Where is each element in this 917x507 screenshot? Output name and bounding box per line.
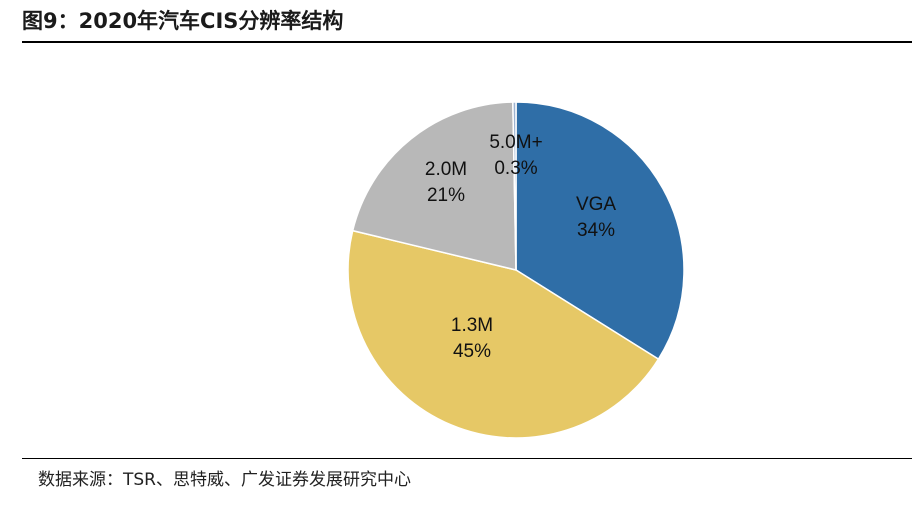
pie-labels: VGA 34% 1.3M 45% 2.0M 21% 5.0M+ 0.3% <box>425 132 617 362</box>
pie-slice-2-0m <box>351 101 517 271</box>
slice-value-label: 45% <box>453 341 491 362</box>
slice-name-label: VGA <box>576 194 616 215</box>
slice-name-label: 2.0M <box>425 159 467 180</box>
page-title: 图9：2020年汽车CIS分辨率结构 <box>22 9 344 33</box>
slice-name-label: 5.0M+ <box>489 132 542 153</box>
pie-slice-vga <box>515 101 685 361</box>
slice-value-label: 34% <box>577 220 615 241</box>
pie-slice-5-0m <box>512 101 517 271</box>
title-divider <box>22 41 912 43</box>
pie-slice-1-3m <box>347 229 660 439</box>
slice-value-label: 0.3% <box>494 158 537 179</box>
source-divider <box>22 458 912 459</box>
slice-value-label: 21% <box>427 185 465 206</box>
slice-name-label: 1.3M <box>451 315 493 336</box>
pie-slices <box>347 101 685 439</box>
source-note: 数据来源：TSR、思特威、广发证券发展研究中心 <box>38 470 411 490</box>
